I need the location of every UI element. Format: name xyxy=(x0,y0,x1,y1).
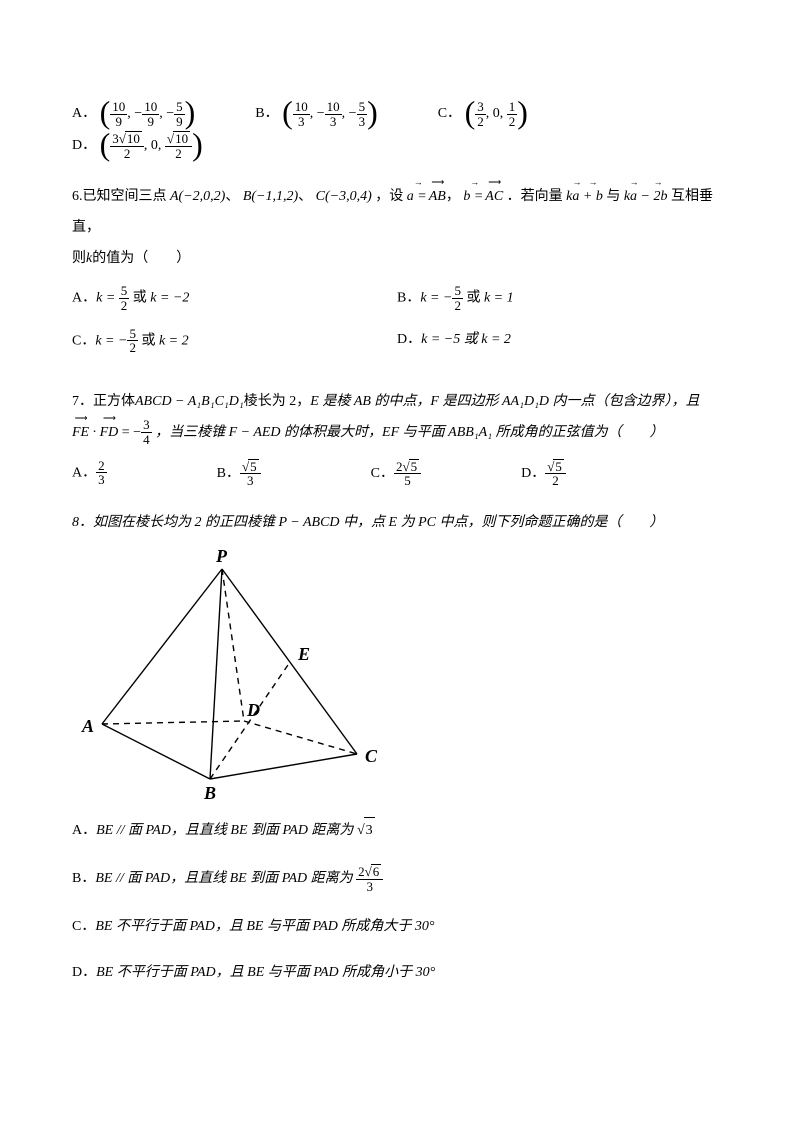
svg-text:P: P xyxy=(215,549,228,566)
q6-opt-d: D．k = −5 或 k = 2 xyxy=(397,327,722,355)
q8-opt-b: B．BE // 面 PAD，且直线 BE 到面 PAD 距离为 2√63 xyxy=(72,864,722,893)
q5-opt-a: A． (109, −109, −59) xyxy=(72,98,195,130)
q7-text: 7．正方体ABCD − A₁B₁C₁D₁棱长为 2，E 是棱 AB 的中点，F … xyxy=(72,387,722,449)
q6-options: A．k = 52 或 k = −2 B．k = −52 或 k = 1 C．k … xyxy=(72,284,722,369)
q6-text: 6.已知空间三点 A(−2,0,2)、 B(−1,1,2)、 C(−3,0,4)… xyxy=(72,182,722,274)
q5-options: A． (109, −109, −59) B． (103, −103, −53) … xyxy=(72,98,722,162)
q8-text: 8．如图在棱长均为 2 的正四棱锥 P − ABCD 中，点 E 为 PC 中点… xyxy=(72,508,722,539)
q6-opt-a: A．k = 52 或 k = −2 xyxy=(72,284,397,312)
q7-opt-d: D．√52 xyxy=(521,459,566,488)
q8-opt-a: A．BE // 面 PAD，且直线 BE 到面 PAD 距离为 √3 xyxy=(72,817,722,845)
svg-text:B: B xyxy=(203,783,216,799)
label: D． xyxy=(72,138,96,153)
q5-opt-b: B． (103, −103, −53) xyxy=(255,98,377,130)
page: A． (109, −109, −59) B． (103, −103, −53) … xyxy=(0,0,794,1067)
label: A． xyxy=(72,106,96,121)
q5-opt-d: D． (3√102, 0, √102) xyxy=(72,130,203,162)
svg-text:D: D xyxy=(246,700,260,720)
svg-text:A: A xyxy=(81,716,94,736)
q8-opt-c: C．BE 不平行于面 PAD，且 BE 与平面 PAD 所成角大于 30° xyxy=(72,914,722,941)
q7-opt-b: B．√53 xyxy=(217,459,261,488)
q5-opt-c: C． (32, 0, 12) xyxy=(438,98,528,130)
q8-opt-d: D．BE 不平行于面 PAD，且 BE 与平面 PAD 所成角小于 30° xyxy=(72,960,722,987)
q7-opt-a: A．23 xyxy=(72,459,107,488)
label: C． xyxy=(438,106,461,121)
pyramid-diagram: P A B C D E xyxy=(72,549,382,799)
q7-opt-c: C．2√55 xyxy=(371,459,421,488)
q6-opt-b: B．k = −52 或 k = 1 xyxy=(397,284,722,312)
q7-options: A．23 B．√53 C．2√55 D．√52 xyxy=(72,459,722,488)
q6-opt-c: C．k = −52 或 k = 2 xyxy=(72,327,397,355)
label: B． xyxy=(255,106,278,121)
svg-text:E: E xyxy=(297,644,310,664)
svg-text:C: C xyxy=(365,746,378,766)
